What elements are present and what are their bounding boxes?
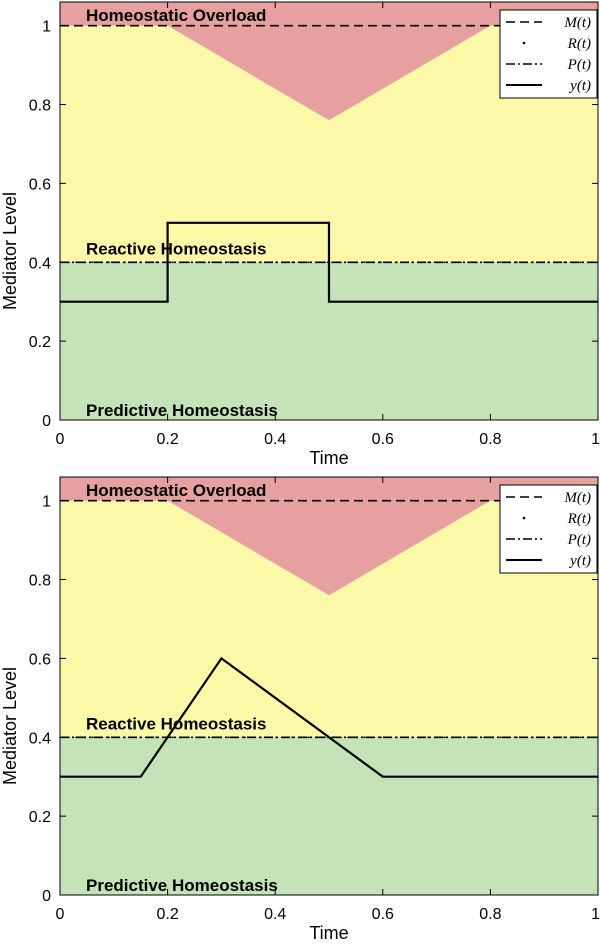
x-tick-label: 0.4 xyxy=(264,431,286,448)
x-tick-label: 0.2 xyxy=(156,431,178,448)
y-tick-label: 0.4 xyxy=(29,730,51,747)
y-tick-label: 0.2 xyxy=(29,334,51,351)
legend-swatch-2 xyxy=(522,516,526,520)
y-axis-label: Mediator Level xyxy=(0,667,20,785)
y-axis-label: Mediator Level xyxy=(0,192,20,310)
region-label-reactive: Reactive Homeostasis xyxy=(86,239,266,258)
region-label-overload: Homeostatic Overload xyxy=(86,6,266,25)
y-tick-label: 0.6 xyxy=(29,176,51,193)
legend-label-3: P(t) xyxy=(567,57,591,73)
legend-label-3: P(t) xyxy=(567,532,591,548)
y-tick-label: 0.6 xyxy=(29,651,51,668)
y-tick-label: 1 xyxy=(42,494,51,511)
legend-label-4: y(t) xyxy=(568,553,591,569)
legend-box xyxy=(499,9,598,99)
x-tick-label: 1 xyxy=(591,431,600,448)
legend-label-2: R(t) xyxy=(567,36,591,52)
legend-label-1: M(t) xyxy=(563,490,591,506)
y-tick-label: 0.8 xyxy=(29,98,51,115)
x-tick-label: 0.6 xyxy=(372,906,394,923)
y-tick-label: 0 xyxy=(42,888,51,905)
x-tick-label: 1 xyxy=(591,906,600,923)
predictive-region xyxy=(60,737,598,895)
plot-frame xyxy=(59,476,599,896)
x-tick-label: 0 xyxy=(56,431,65,448)
legend: M(t) R(t) P(t) y(t) xyxy=(499,9,598,99)
legend-label-4: y(t) xyxy=(568,78,591,94)
series-line-4 xyxy=(60,221,598,303)
chart-top: Homeostatic Overload Reactive Homeostasis… xyxy=(0,1,600,468)
region-label-predictive: Predictive Homeostasis xyxy=(86,401,278,420)
plot-frame xyxy=(59,1,599,421)
x-axis-label: Time xyxy=(309,923,348,943)
x-tick-label: 0.8 xyxy=(479,431,501,448)
y-tick-label: 1 xyxy=(42,19,51,36)
x-tick-label: 0.2 xyxy=(156,906,178,923)
y-tick-label: 0.2 xyxy=(29,809,51,826)
x-tick-label: 0.8 xyxy=(479,906,501,923)
y-tick-label: 0.4 xyxy=(29,255,51,272)
overload-region xyxy=(60,477,598,596)
legend-label-2: R(t) xyxy=(567,511,591,527)
legend-box xyxy=(499,484,598,574)
x-tick-label: 0.4 xyxy=(264,906,286,923)
legend-label-1: M(t) xyxy=(563,15,591,31)
y-tick-label: 0.8 xyxy=(29,573,51,590)
x-tick-label: 0.6 xyxy=(372,431,394,448)
overload-region xyxy=(60,2,598,121)
legend-swatch-2 xyxy=(522,41,526,45)
legend: M(t) R(t) P(t) y(t) xyxy=(499,484,598,574)
region-label-overload: Homeostatic Overload xyxy=(86,481,266,500)
series-line-4 xyxy=(60,656,598,778)
x-axis-label: Time xyxy=(309,448,348,468)
region-label-predictive: Predictive Homeostasis xyxy=(86,876,278,895)
x-tick-label: 0 xyxy=(56,906,65,923)
y-tick-label: 0 xyxy=(42,413,51,430)
